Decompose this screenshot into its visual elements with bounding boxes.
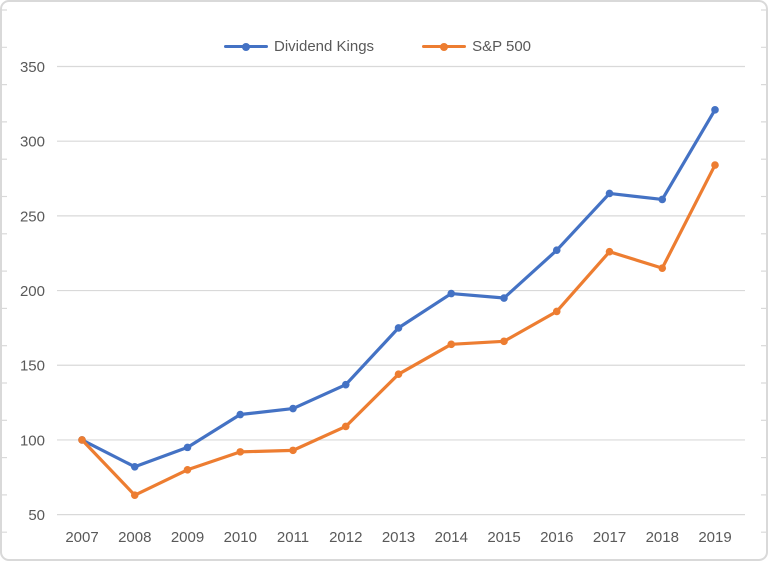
data-point-marker (78, 436, 86, 444)
data-point-marker (183, 465, 192, 474)
data-point-marker (183, 443, 192, 452)
data-point-marker (341, 380, 350, 389)
data-point-marker (658, 264, 667, 272)
legend-item-sp500: S&P 500 (422, 38, 531, 55)
data-point-marker (341, 422, 350, 431)
y-tick-label: 350 (20, 59, 45, 76)
data-point-marker (236, 410, 245, 419)
data-point-marker (552, 307, 561, 316)
data-point-marker (130, 491, 139, 499)
y-tick-label: 100 (20, 432, 45, 449)
y-tick-label: 200 (20, 283, 45, 300)
y-tick-label: 150 (20, 358, 45, 375)
data-point-marker (130, 463, 139, 471)
data-point-marker (447, 340, 456, 349)
data-point-marker (394, 370, 403, 378)
series-line-dividend-kings (80, 108, 717, 469)
legend-line-marker-icon (422, 39, 467, 55)
data-point-marker (605, 247, 614, 256)
x-tick-label: 2016 (540, 529, 573, 546)
data-point-marker (711, 106, 719, 114)
legend-label-sp500: S&P 500 (472, 38, 532, 55)
x-tick-label: 2010 (224, 529, 257, 546)
x-tick-label: 2015 (487, 529, 520, 546)
data-point-marker (236, 448, 245, 456)
x-tick-label: 2018 (646, 529, 679, 546)
y-tick-label: 50 (28, 507, 45, 524)
y-tick-label: 300 (20, 134, 45, 151)
x-tick-label: 2008 (118, 529, 151, 546)
data-point-marker (711, 161, 719, 169)
data-point-marker (552, 246, 561, 255)
x-tick-label: 2011 (277, 529, 309, 546)
legend-item-dividend-kings: Dividend Kings (224, 38, 374, 55)
legend-label-dividend-kings: Dividend Kings (274, 38, 375, 55)
legend-line-marker-icon (224, 39, 268, 55)
x-tick-label: 2017 (593, 529, 626, 546)
x-tick-label: 2019 (698, 529, 731, 546)
data-point-marker (658, 195, 667, 204)
x-tick-label: 2009 (171, 529, 204, 546)
x-tick-label: 2012 (329, 529, 362, 546)
data-point-marker (289, 446, 297, 455)
data-point-marker (394, 324, 403, 332)
x-tick-label: 2014 (435, 529, 468, 546)
y-tick-label: 250 (20, 208, 45, 225)
data-point-marker (500, 337, 508, 346)
data-point-marker (500, 294, 508, 302)
data-point-marker (447, 289, 456, 298)
x-tick-label: 2007 (65, 529, 98, 546)
legend: Dividend Kings S&P 500 (224, 38, 531, 55)
data-point-marker (289, 404, 297, 413)
data-point-marker (605, 189, 614, 198)
x-tick-label: 2013 (382, 529, 415, 546)
